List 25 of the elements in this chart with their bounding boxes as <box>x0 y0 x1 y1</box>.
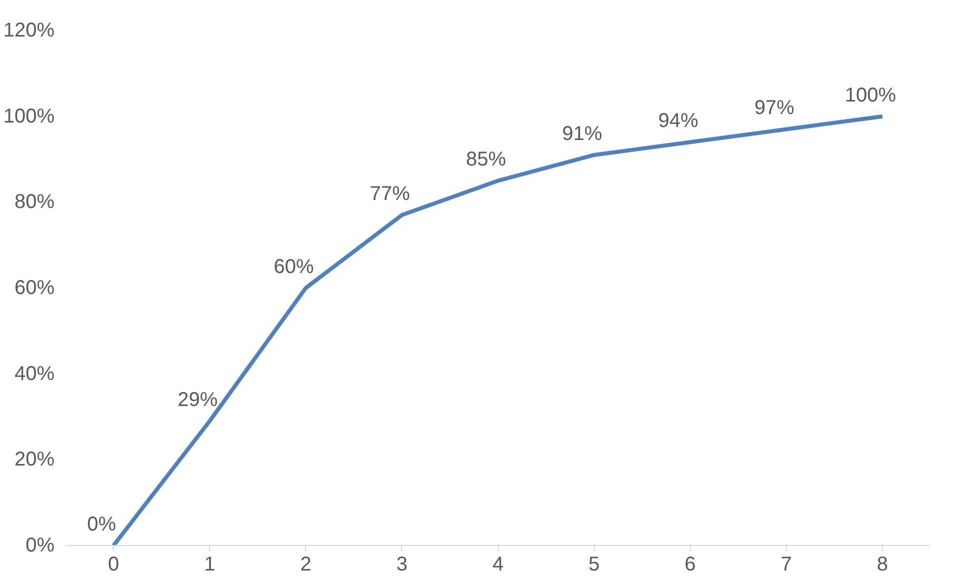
y-tick-label: 100% <box>3 105 55 128</box>
data-label: 0% <box>87 514 116 536</box>
data-label: 85% <box>466 148 506 171</box>
x-tick-label: 2 <box>300 554 312 576</box>
y-tick-label: 80% <box>14 191 55 214</box>
data-label: 94% <box>658 110 698 132</box>
x-tick-label: 8 <box>876 554 888 576</box>
x-tick-label: 6 <box>684 554 696 576</box>
y-tick-label: 120% <box>3 20 55 42</box>
y-tick-label: 60% <box>14 277 55 299</box>
x-tick-label: 3 <box>396 554 408 576</box>
y-tick-label: 0% <box>26 534 55 556</box>
y-tick-label: 40% <box>14 362 55 385</box>
data-label: 77% <box>370 183 410 206</box>
x-tick-label: 5 <box>588 554 600 576</box>
x-tick-label: 7 <box>780 554 792 576</box>
data-label: 91% <box>562 122 602 145</box>
data-label: 97% <box>754 97 795 120</box>
y-tick-label: 20% <box>14 448 55 471</box>
data-label: 29% <box>178 389 218 412</box>
x-tick-label: 4 <box>492 554 504 576</box>
data-label: 60% <box>274 256 314 278</box>
x-tick-label: 1 <box>204 554 216 576</box>
data-label: 100% <box>844 84 896 106</box>
x-tick-label: 0 <box>108 554 120 576</box>
